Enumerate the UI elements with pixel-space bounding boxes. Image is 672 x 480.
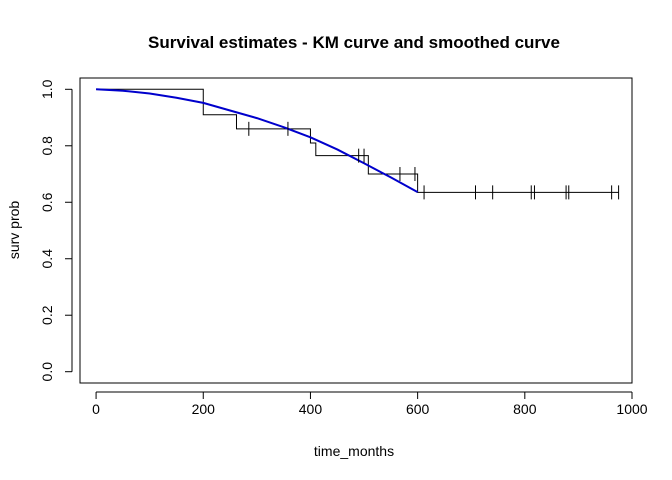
x-tick-label: 1000	[616, 401, 647, 417]
km-step-curve	[96, 88, 619, 193]
plot-layer	[96, 88, 620, 200]
chart-title: Survival estimates - KM curve and smooth…	[148, 33, 560, 52]
y-tick-label: 0.6	[39, 192, 55, 212]
y-tick-label: 0.8	[39, 136, 55, 156]
y-tick-label: 0.4	[39, 249, 55, 269]
smoothed-curve	[96, 88, 419, 193]
plot-frame	[79, 77, 633, 384]
x-tick-label: 0	[92, 401, 100, 417]
y-axis-label: surv prob	[6, 201, 22, 260]
axis-layer: 0 200 400 600 800 1000 0.0 0.2 0.4 0.6 0.8 1.0	[39, 79, 648, 417]
x-tick-label: 200	[192, 401, 216, 417]
y-tick-label: 0.0	[39, 362, 55, 382]
x-tick-label: 600	[406, 401, 430, 417]
x-tick-label: 400	[299, 401, 323, 417]
y-tick-label: 0.2	[39, 305, 55, 325]
y-tick-label: 1.0	[39, 79, 55, 99]
x-axis-label: time_months	[314, 443, 394, 459]
x-tick-label: 800	[513, 401, 537, 417]
